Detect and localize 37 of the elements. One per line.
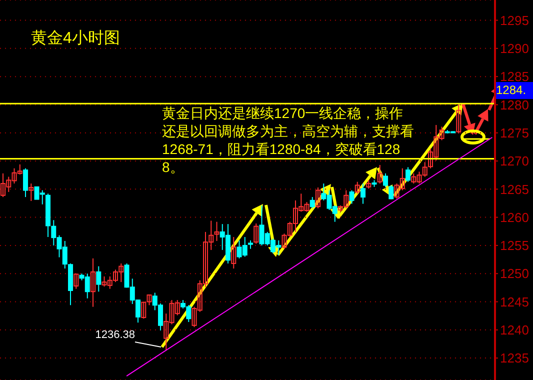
candlestick (383, 172, 388, 188)
y-tick-label: 1235 (500, 350, 529, 366)
candlestick (316, 186, 321, 209)
candlestick (23, 168, 28, 198)
y-tick-label: 1275 (500, 125, 529, 140)
candlestick (141, 301, 146, 320)
candlestick (90, 258, 96, 308)
candlestick (310, 196, 315, 209)
candlestick (28, 183, 34, 202)
candlestick (146, 294, 152, 306)
candlestick (354, 181, 360, 194)
y-tick-label: 1295 (500, 12, 529, 28)
y-tick-label: 1280 (500, 97, 529, 112)
text: 黄金4小时图 (31, 28, 120, 49)
candlestick (254, 222, 259, 244)
y-tick-label: 1245 (500, 294, 529, 310)
y-tick-label: 1240 (500, 322, 529, 338)
y-tick-label: 1250 (500, 266, 529, 282)
y-tick-label: 1255 (500, 238, 529, 254)
y-tick-label: 1270 (500, 154, 529, 169)
candlestick (360, 183, 366, 204)
y-tick-label: 1290 (500, 41, 529, 56)
annotation: 黄金日内还是继续1270一线企稳，操作还是以回调做多为主，高空为辅，支撑看1268-71，阻力看1280-84，突破看1288。 (162, 104, 414, 176)
candlestick (406, 166, 411, 182)
y-tick-label: 1265 (500, 182, 529, 197)
annotation: 1236.38 (95, 329, 135, 341)
candlestick (74, 273, 79, 290)
candlestick (388, 184, 394, 200)
candlestick (456, 103, 462, 134)
candlestick (96, 266, 102, 292)
candlestick (231, 236, 236, 270)
text: 1284. (496, 82, 533, 99)
candlestick (349, 190, 354, 204)
candlestick (377, 164, 382, 184)
candlestick (214, 221, 220, 242)
y-tick-label: 1285 (500, 69, 529, 84)
y-tick-label: 1260 (500, 210, 529, 225)
